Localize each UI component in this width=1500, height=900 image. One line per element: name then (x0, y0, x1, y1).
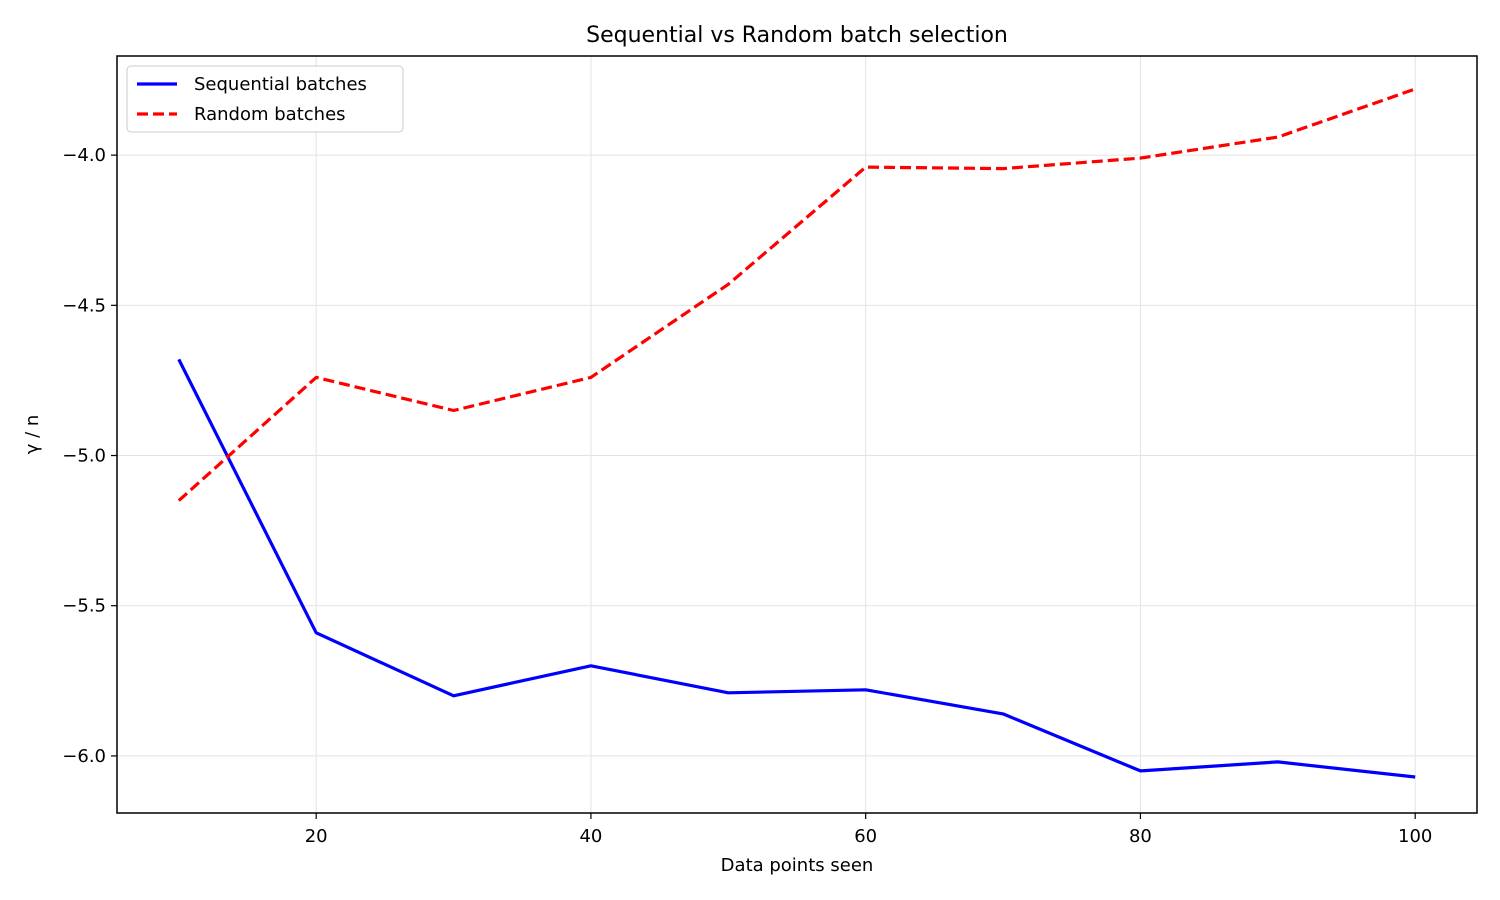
series-line-random-batches (177, 87, 1416, 502)
legend: Sequential batches Random batches (126, 65, 404, 133)
y-tick-label: −4.0 (62, 145, 106, 166)
y-axis-ticks: −6.0 −5.5 −5.0 −4.5 −4.0 (62, 145, 117, 767)
x-tick-label: 100 (1398, 826, 1432, 847)
legend-label: Random batches (194, 104, 346, 125)
grid-lines (117, 56, 1477, 813)
y-tick-label: −5.5 (62, 596, 106, 617)
legend-label: Sequential batches (194, 74, 367, 95)
x-tick-label: 40 (579, 826, 602, 847)
x-tick-label: 80 (1129, 826, 1152, 847)
chart-title: Sequential vs Random batch selection (586, 23, 1008, 48)
x-tick-label: 60 (854, 826, 877, 847)
series-group (177, 87, 1416, 779)
plot-frame (116, 55, 1478, 814)
y-tick-label: −4.5 (62, 295, 106, 316)
y-tick-label: −5.0 (62, 446, 106, 467)
legend-box (126, 65, 404, 133)
x-axis-label: Data points seen (721, 855, 874, 876)
series-line-sequential-batches (177, 358, 1416, 779)
x-tick-label: 20 (305, 826, 328, 847)
y-axis-label: γ / n (22, 415, 43, 455)
x-axis-ticks: 20 40 60 80 100 (305, 813, 1432, 847)
y-tick-label: −6.0 (62, 746, 106, 767)
